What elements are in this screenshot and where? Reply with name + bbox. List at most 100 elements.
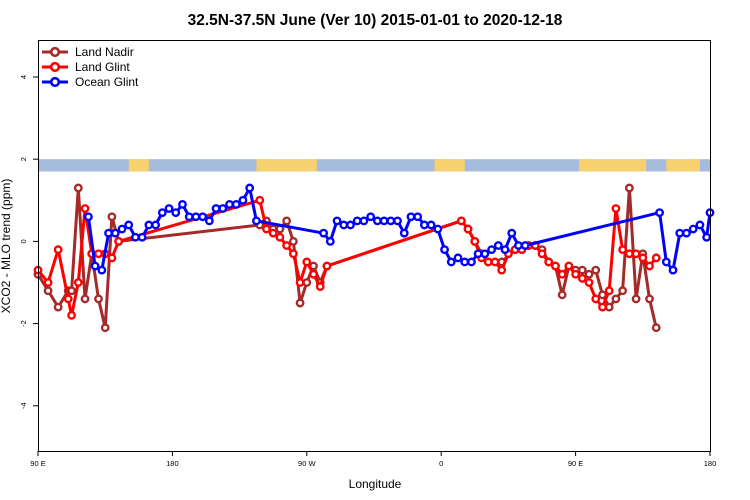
data-point-ocean-glint xyxy=(97,265,107,275)
data-point-land-glint xyxy=(315,282,325,291)
data-point-land-nadir xyxy=(604,302,614,312)
data-point-land-nadir xyxy=(624,183,634,193)
data-point-ocean-glint xyxy=(204,216,214,226)
data-point-ocean-glint xyxy=(117,224,127,234)
data-point-ocean-glint xyxy=(366,212,376,222)
y-tick-label: 0 xyxy=(19,239,28,243)
legend-marker xyxy=(49,61,61,73)
data-point-land-nadir xyxy=(302,278,312,287)
data-point-ocean-glint xyxy=(682,228,691,238)
data-point-ocean-glint xyxy=(110,228,120,238)
x-tick-label: 90 E xyxy=(568,459,583,468)
data-point-ocean-glint xyxy=(104,228,113,238)
data-point-land-glint xyxy=(618,245,628,255)
y-tick-label: -4 xyxy=(19,402,28,409)
data-point-land-nadir xyxy=(631,294,641,304)
legend-item-land-glint: Land Glint xyxy=(42,60,130,74)
legend-item-ocean-glint: Ocean Glint xyxy=(42,75,139,89)
data-point-ocean-glint xyxy=(359,216,369,226)
data-point-ocean-glint xyxy=(426,220,436,230)
data-point-ocean-glint xyxy=(688,224,698,234)
data-point-land-glint xyxy=(497,265,507,275)
data-point-ocean-glint xyxy=(238,195,248,205)
data-point-land-glint xyxy=(571,269,580,279)
data-point-ocean-glint xyxy=(514,241,523,250)
data-point-ocean-glint xyxy=(460,257,470,267)
data-point-land-glint xyxy=(114,236,124,246)
data-point-ocean-glint xyxy=(151,220,161,230)
data-point-land-glint xyxy=(598,302,607,312)
series-land-glint xyxy=(33,195,661,320)
data-point-land-nadir xyxy=(598,290,607,300)
data-point-land-glint xyxy=(63,294,73,304)
data-point-ocean-glint xyxy=(178,199,187,209)
x-tick-label: 180 xyxy=(166,459,179,468)
band-land-segment xyxy=(256,159,317,172)
data-point-land-nadir xyxy=(80,294,90,304)
data-point-land-glint xyxy=(107,253,117,263)
data-point-land-nadir xyxy=(645,294,654,304)
chart-title: 32.5N-37.5N June (Ver 10) 2015-01-01 to … xyxy=(188,12,563,29)
data-point-ocean-glint xyxy=(332,216,342,226)
data-point-ocean-glint xyxy=(319,228,328,238)
data-point-ocean-glint xyxy=(695,220,705,230)
data-point-ocean-glint xyxy=(124,220,134,230)
data-point-land-glint xyxy=(302,257,312,267)
data-point-ocean-glint xyxy=(446,257,456,267)
band-land-segment xyxy=(578,159,647,172)
data-point-ocean-glint xyxy=(661,257,671,267)
data-point-land-glint xyxy=(268,228,278,238)
land-ocean-band xyxy=(38,159,710,172)
x-tick-label: 90 E xyxy=(30,459,45,468)
data-point-land-nadir xyxy=(73,183,83,193)
series-layer xyxy=(33,183,715,333)
data-point-land-glint xyxy=(645,261,654,271)
band-land-segment xyxy=(128,159,149,172)
legend-marker xyxy=(49,46,61,58)
data-point-land-glint xyxy=(604,286,614,296)
data-point-land-nadir xyxy=(94,294,103,304)
data-point-land-glint xyxy=(262,224,271,234)
data-point-land-glint xyxy=(564,261,574,271)
data-point-land-glint xyxy=(624,249,634,259)
x-axis: 90 E 180 90 W 0 90 E 180 xyxy=(30,451,716,468)
data-point-ocean-glint xyxy=(339,220,349,230)
data-point-land-nadir xyxy=(611,294,621,304)
data-point-ocean-glint xyxy=(406,212,416,222)
band-land-segment xyxy=(666,159,700,172)
data-point-ocean-glint xyxy=(225,199,234,209)
data-point-ocean-glint xyxy=(520,241,530,250)
legend-marker xyxy=(49,76,61,88)
data-point-ocean-glint xyxy=(211,204,221,213)
data-point-land-glint xyxy=(463,224,473,234)
x-axis-label: Longitude xyxy=(349,477,402,491)
data-point-land-glint xyxy=(43,278,53,287)
data-point-land-nadir xyxy=(651,323,661,333)
y-axis-label: XCO2 - MLO trend (ppm) xyxy=(0,179,13,314)
legend-label: Ocean Glint xyxy=(75,75,139,89)
data-point-ocean-glint xyxy=(493,241,503,250)
legend-label: Land Nadir xyxy=(75,45,134,59)
data-point-ocean-glint xyxy=(440,245,449,255)
data-point-ocean-glint xyxy=(655,208,664,218)
data-point-land-glint xyxy=(255,195,265,205)
data-point-ocean-glint xyxy=(346,220,355,230)
data-point-ocean-glint xyxy=(90,261,100,271)
data-point-land-glint xyxy=(483,257,493,267)
data-point-land-nadir xyxy=(43,286,53,296)
data-point-ocean-glint xyxy=(675,228,685,238)
data-point-ocean-glint xyxy=(393,216,402,226)
data-point-ocean-glint xyxy=(157,208,167,218)
data-point-land-glint xyxy=(490,257,500,267)
data-point-land-glint xyxy=(537,249,547,259)
data-point-ocean-glint xyxy=(467,257,476,267)
y-tick-label: 4 xyxy=(19,75,28,79)
data-point-ocean-glint xyxy=(500,245,510,255)
data-point-land-glint xyxy=(557,269,567,279)
data-point-land-glint xyxy=(551,261,560,271)
y-tick-label: -2 xyxy=(19,320,28,327)
data-point-land-glint xyxy=(275,232,285,242)
data-point-land-glint xyxy=(53,245,63,255)
data-point-land-glint xyxy=(470,236,480,246)
data-point-ocean-glint xyxy=(668,265,678,275)
